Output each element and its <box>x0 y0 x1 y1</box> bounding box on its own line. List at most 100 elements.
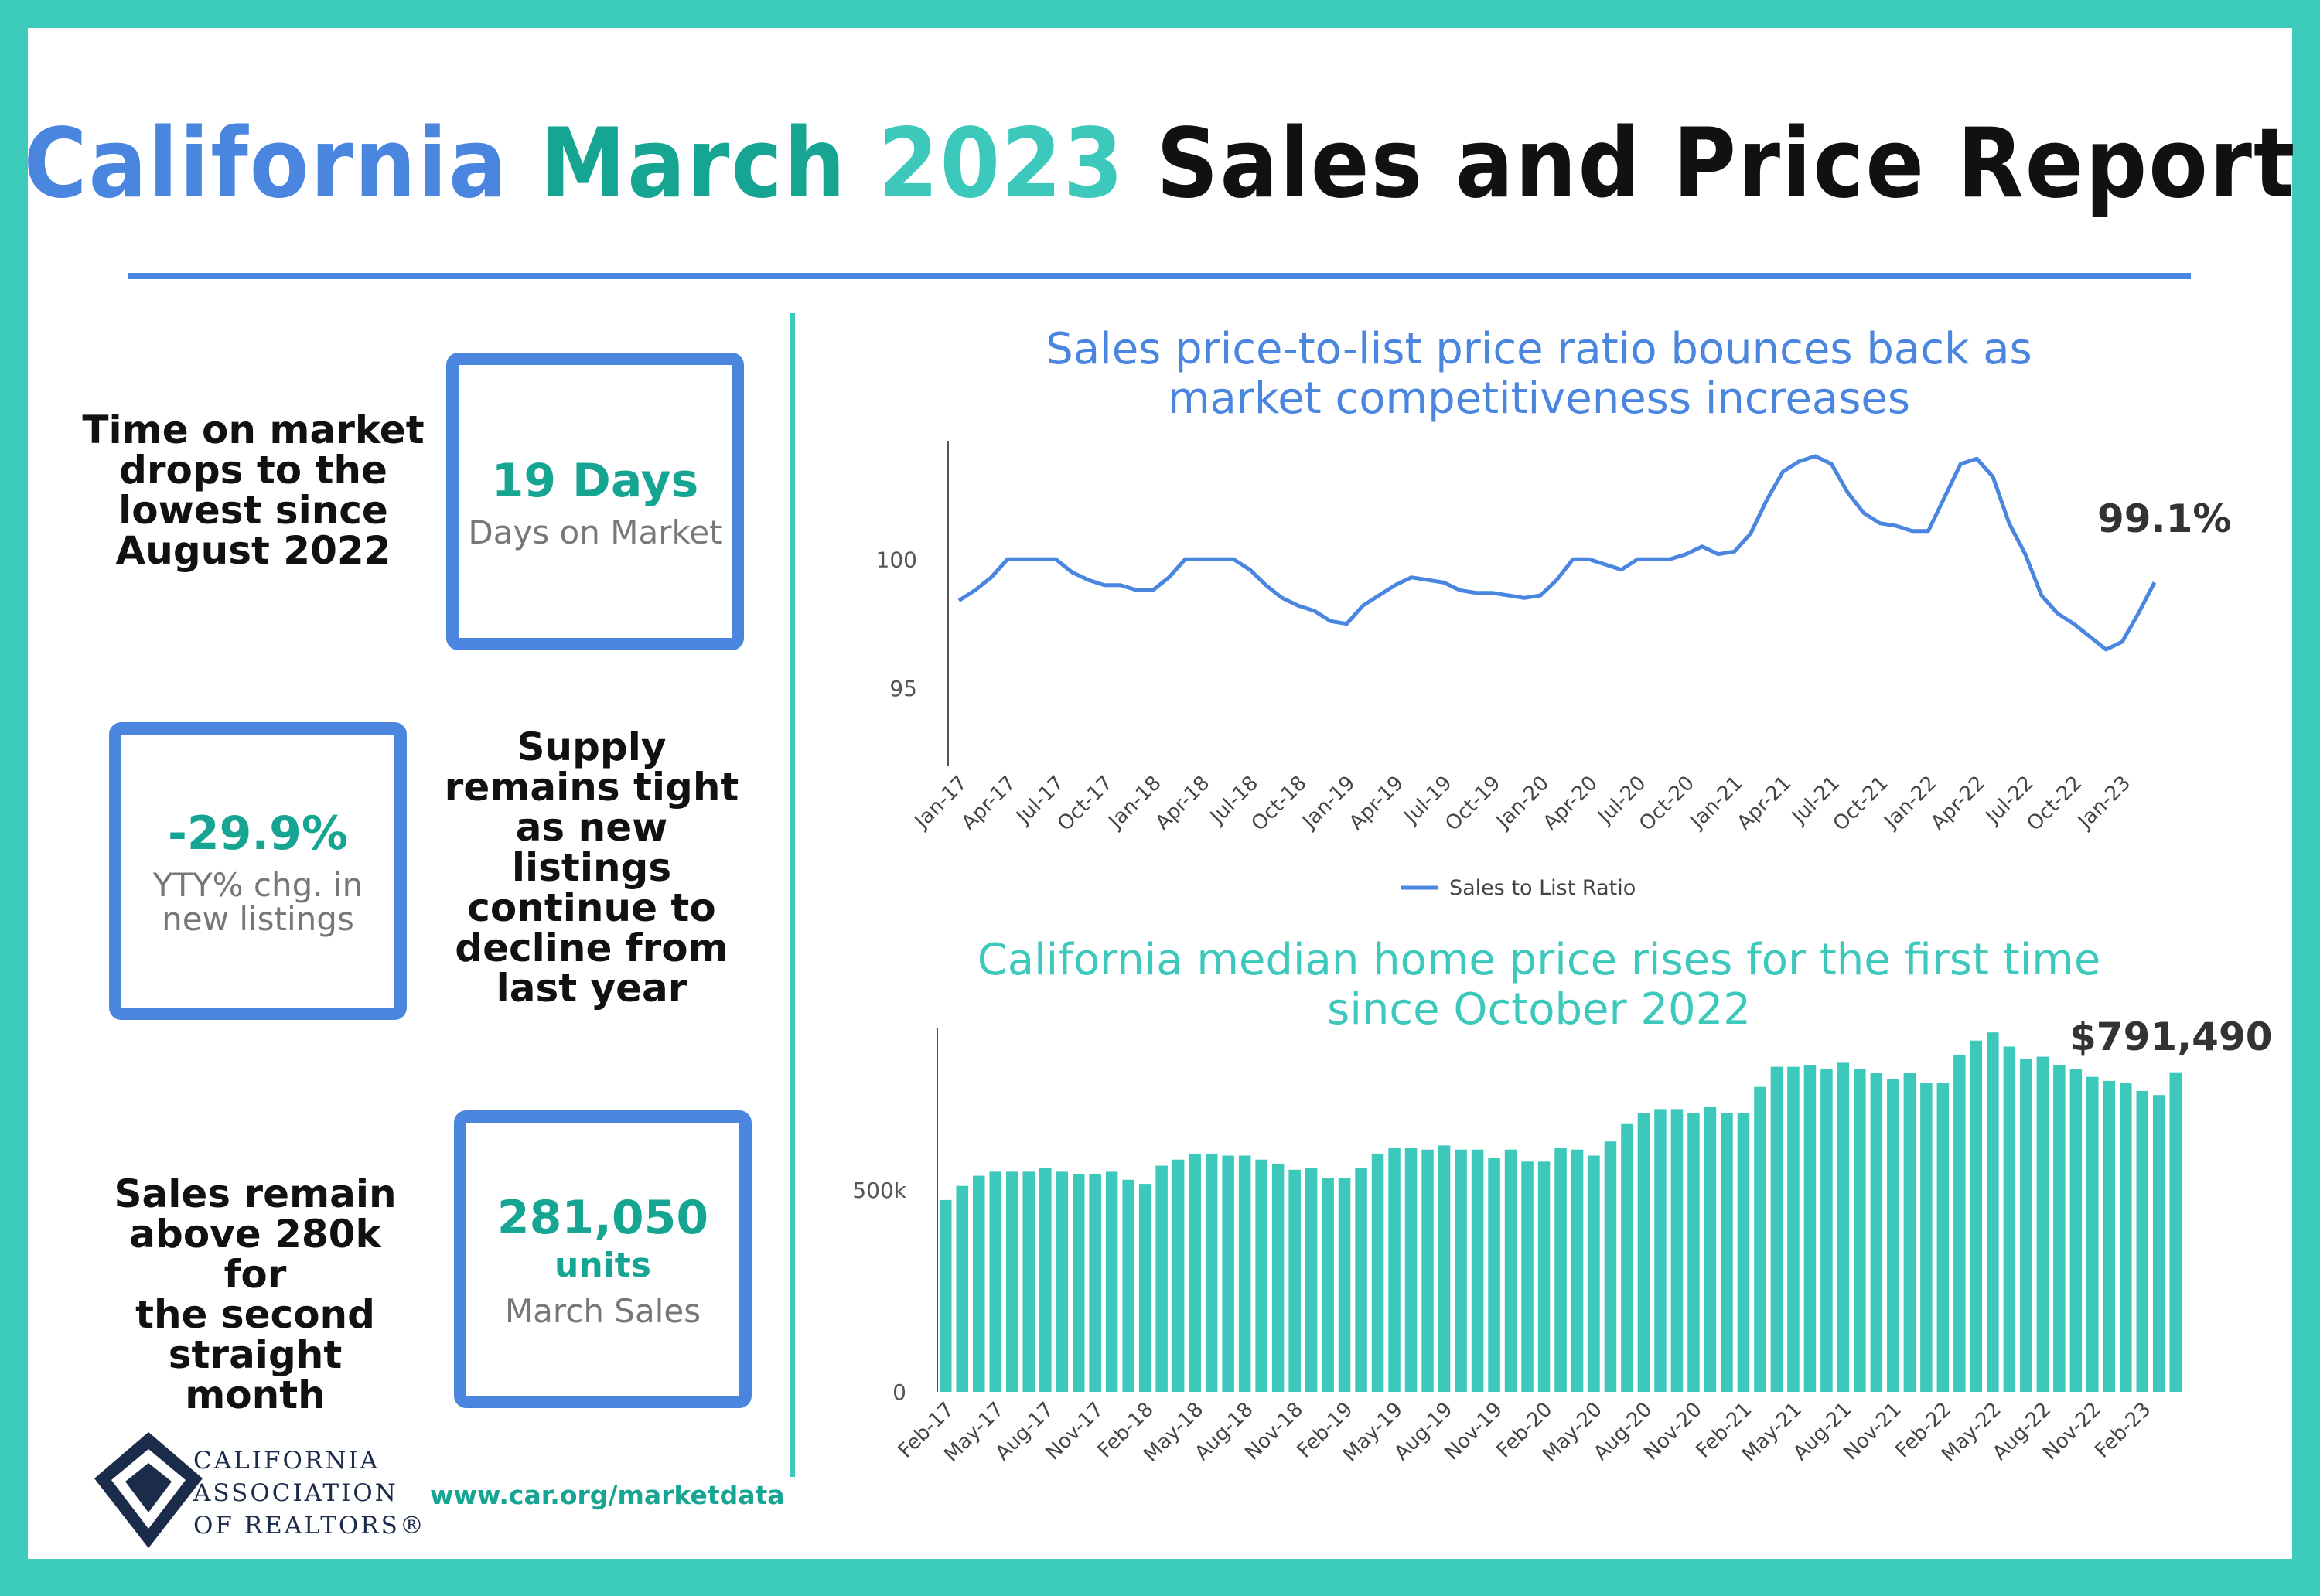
price-bar <box>1654 1109 1667 1392</box>
days-on-market-card: 19 Days Days on Market <box>446 353 744 650</box>
price-bar <box>1455 1149 1467 1392</box>
price-bar <box>1039 1168 1052 1392</box>
march-sales-card: 281,050 units March Sales <box>454 1110 752 1408</box>
title-divider <box>128 273 2191 279</box>
new-listings-label: YTY% chg. in new listings <box>152 865 363 938</box>
price-bar <box>1205 1153 1218 1392</box>
price-bar <box>1138 1184 1151 1392</box>
price-x-tick-label: Feb-23 <box>2090 1398 2155 1463</box>
price-bar <box>1105 1171 1118 1392</box>
ratio-x-tick-label: Apr-22 <box>1926 772 1990 835</box>
price-bar <box>2169 1072 2182 1392</box>
ratio-x-tick-label: Jan-23 <box>2073 772 2135 834</box>
price-bar <box>956 1185 968 1392</box>
price-bar <box>1504 1149 1517 1392</box>
price-callout: $791,490 <box>2069 1015 2273 1059</box>
price-bar <box>1737 1113 1750 1392</box>
price-bar <box>2153 1095 2165 1392</box>
price-bar <box>1903 1073 1916 1392</box>
price-bar <box>2086 1076 2099 1392</box>
price-bar <box>1189 1153 1201 1392</box>
price-bar <box>1305 1168 1318 1392</box>
days-on-market-value: 19 Days <box>491 453 699 508</box>
price-bar <box>1604 1141 1617 1392</box>
price-bar <box>1089 1174 1101 1392</box>
price-bar <box>1554 1148 1567 1392</box>
price-bar <box>2120 1083 2132 1392</box>
price-bar <box>2003 1046 2016 1392</box>
march-sales-unit: units <box>554 1245 651 1285</box>
price-bar <box>1787 1066 1800 1392</box>
price-bar <box>1537 1161 1551 1392</box>
price-y-tick-label: 0 <box>892 1379 906 1405</box>
ratio-callout: 99.1% <box>2097 496 2232 541</box>
price-bar <box>940 1199 952 1392</box>
price-bar <box>1820 1069 1833 1392</box>
price-bar <box>1056 1171 1068 1392</box>
logo-text: CALIFORNIA ASSOCIATION OF REALTORS® <box>193 1447 426 1540</box>
market-data-link[interactable]: www.car.org/marketdata <box>430 1480 785 1510</box>
price-bar <box>1488 1158 1500 1392</box>
sales-blurb: Sales remain above 280k for the second s… <box>114 1171 397 1417</box>
price-bar <box>1421 1149 1434 1392</box>
ratio-x-tick-label: Oct-22 <box>2022 772 2086 836</box>
ratio-x-tick-label: Apr-19 <box>1345 772 1408 835</box>
price-bar <box>2069 1069 2083 1392</box>
price-bar <box>1521 1161 1534 1392</box>
price-bar <box>1355 1168 1367 1392</box>
ratio-x-tick-label: Apr-21 <box>1733 772 1796 835</box>
days-on-market-label: Days on Market <box>468 513 722 551</box>
price-bar <box>1588 1155 1600 1392</box>
price-bar <box>1987 1032 1999 1392</box>
price-bar <box>1571 1149 1584 1392</box>
ratio-x-tick-label: Oct-17 <box>1053 772 1117 836</box>
supply-blurb: Supply remains tight as new listings con… <box>444 725 739 1011</box>
price-bar <box>973 1175 985 1392</box>
price-bar <box>2136 1090 2148 1392</box>
price-bar <box>2053 1065 2066 1392</box>
page-title: California March 2023 Sales and Price Re… <box>23 108 2297 220</box>
new-listings-card: -29.9% YTY% chg. in new listings <box>109 722 407 1020</box>
price-bar <box>1271 1163 1285 1392</box>
price-bar <box>1471 1149 1484 1392</box>
price-bar-chart: 0500kFeb-17May-17Aug-17Nov-17Feb-18May-1… <box>852 1028 2182 1467</box>
ratio-line-chart: 95100Jan-17Apr-17Jul-17Oct-17Jan-18Apr-1… <box>876 441 2157 900</box>
price-bar <box>1637 1113 1650 1392</box>
price-bar <box>1803 1065 1817 1392</box>
column-divider <box>790 313 795 1477</box>
price-bar <box>1238 1155 1251 1392</box>
price-bar <box>1687 1113 1700 1392</box>
ratio-x-tick-label: Oct-21 <box>1829 772 1893 836</box>
price-bar <box>1288 1169 1301 1392</box>
price-bar <box>1920 1083 1933 1392</box>
ratio-series-line <box>957 454 2157 652</box>
new-listings-value: -29.9% <box>167 806 349 861</box>
price-bar <box>1006 1171 1018 1392</box>
price-chart-title: California median home price rises for t… <box>977 935 2101 1035</box>
price-bar <box>1155 1165 1168 1392</box>
price-bar <box>1172 1159 1185 1392</box>
days-on-market-blurb: Time on market drops to the lowest since… <box>82 408 425 573</box>
price-bar <box>1721 1113 1733 1392</box>
price-bar <box>1754 1086 1766 1392</box>
ratio-x-tick-label: Apr-20 <box>1539 772 1602 835</box>
ratio-x-tick-label: Apr-17 <box>957 772 1021 835</box>
price-bar <box>1222 1155 1234 1392</box>
price-bar <box>1122 1179 1134 1392</box>
price-bar <box>989 1171 1001 1392</box>
price-bar <box>1371 1153 1384 1392</box>
price-bar <box>1953 1054 1966 1392</box>
price-bar <box>1887 1079 1899 1392</box>
price-bar <box>1404 1148 1418 1392</box>
ratio-x-tick-label: Oct-18 <box>1247 772 1312 836</box>
ratio-y-tick-label: 100 <box>876 547 917 572</box>
ratio-legend-label: Sales to List Ratio <box>1449 876 1636 900</box>
ratio-x-tick-label: Apr-18 <box>1151 772 1214 835</box>
price-bar <box>1073 1174 1085 1392</box>
ratio-x-tick-label: Oct-19 <box>1441 772 1505 836</box>
car-logo-icon <box>94 1432 203 1548</box>
ratio-chart-title: Sales price-to-list price ratio bounces … <box>1046 324 2032 424</box>
ratio-x-tick-label: Oct-20 <box>1635 772 1699 836</box>
price-bar <box>1670 1109 1684 1392</box>
